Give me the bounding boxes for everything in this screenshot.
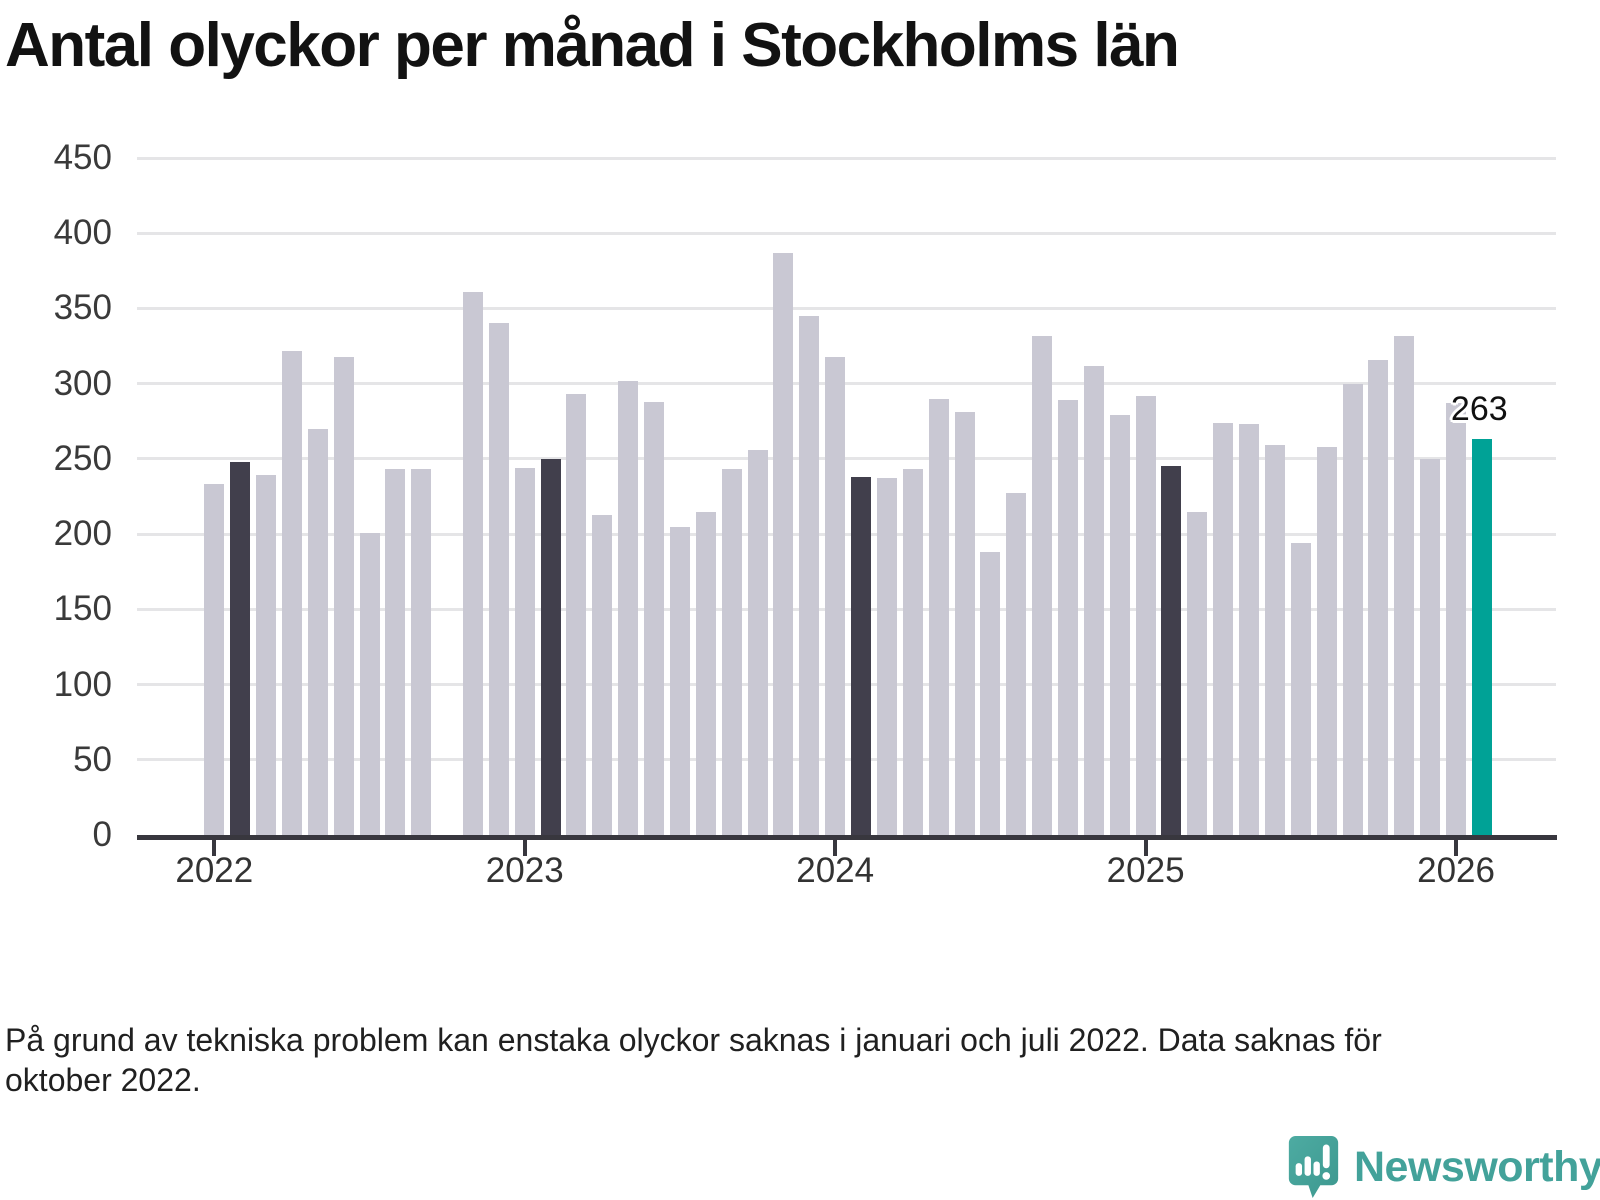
bar-2023-05: [618, 380, 639, 835]
bar-2023-09: [721, 469, 742, 835]
bar-2025-08: [1316, 446, 1337, 835]
newsworthy-speech-bubble-bar-chart-icon: [1288, 1135, 1339, 1199]
gridline-300: [137, 382, 1556, 386]
x-axis-year-label: 2023: [485, 851, 564, 890]
bar-2023-07: [669, 526, 690, 835]
bar-2025-11: [1394, 335, 1415, 835]
bar-2023-01: [514, 467, 535, 835]
brand-name: Newsworthy: [1354, 1142, 1600, 1191]
gridline-250: [137, 457, 1556, 461]
gridline-50: [137, 758, 1556, 762]
x-axis-tick-2024: [833, 840, 838, 856]
bar-2022-08: [385, 469, 406, 835]
bar-2024-12: [1109, 415, 1130, 835]
bar-2026-02: [1471, 439, 1492, 835]
bar-2023-10: [747, 449, 768, 835]
x-axis-year-label: 2022: [175, 851, 254, 890]
x-axis-line: [137, 835, 1557, 840]
y-axis-tick-label: 200: [53, 514, 112, 554]
gridline-450: [137, 156, 1556, 160]
bar-2025-12: [1420, 458, 1441, 835]
y-axis-tick-label: 250: [53, 438, 112, 478]
bar-2025-07: [1290, 543, 1311, 835]
y-axis-tick-label: 100: [53, 664, 112, 704]
bar-2024-11: [1083, 365, 1104, 835]
bar-2024-04: [902, 469, 923, 835]
bar-2023-02: [540, 458, 561, 835]
bar-2025-10: [1368, 359, 1389, 835]
bar-2022-04: [281, 350, 302, 835]
bar-2022-02: [230, 461, 251, 835]
bar-2024-08: [1006, 493, 1027, 835]
bar-2023-11: [773, 252, 794, 835]
bar-2022-01: [204, 484, 225, 835]
footnote-line-1: På grund av tekniska problem kan enstaka…: [5, 1022, 1382, 1058]
bar-2024-06: [954, 412, 975, 835]
bar-2022-11: [463, 291, 483, 835]
bar-2023-03: [566, 394, 587, 835]
bar-2025-05: [1239, 424, 1260, 835]
x-axis-tick-2022: [212, 840, 217, 856]
y-axis-tick-label: 300: [53, 363, 112, 403]
footnote-line-2: oktober 2022.: [5, 1062, 201, 1098]
bar-2025-02: [1161, 466, 1182, 835]
x-axis-year-label: 2024: [796, 851, 875, 890]
x-axis-year-label: 2025: [1106, 851, 1185, 890]
bar-2024-05: [928, 398, 949, 835]
bar-2025-06: [1264, 445, 1285, 835]
bar-2026-01: [1446, 403, 1467, 835]
bar-value-label: 263: [1450, 390, 1508, 429]
brand-logo: Newsworthy: [1288, 1132, 1600, 1200]
bar-2024-09: [1032, 335, 1053, 835]
footnote: På grund av tekniska problem kan enstaka…: [5, 1020, 1535, 1100]
x-axis-year-label: 2026: [1417, 851, 1495, 890]
bar-2025-09: [1342, 383, 1363, 835]
y-axis-tick-label: 0: [92, 815, 112, 854]
gridline-200: [137, 532, 1556, 536]
y-axis-tick-label: 50: [73, 739, 112, 779]
bar-2022-12: [488, 323, 509, 835]
bar-2024-10: [1058, 400, 1078, 835]
bar-2022-03: [256, 475, 277, 835]
y-axis-tick-label: 350: [53, 288, 112, 328]
bar-2023-04: [592, 514, 613, 835]
bar-2025-01: [1135, 395, 1156, 835]
chart-title: Antal olyckor per månad i Stockholms län: [5, 11, 1180, 80]
bar-2023-06: [644, 401, 665, 835]
x-axis-tick-2023: [522, 840, 527, 856]
y-axis-tick-label: 150: [53, 589, 112, 629]
bar-2024-03: [876, 478, 897, 835]
x-axis-tick-2026: [1454, 840, 1459, 856]
gridline-100: [137, 683, 1556, 687]
x-axis-tick-2025: [1143, 840, 1148, 856]
bar-2023-12: [799, 315, 820, 835]
bar-2024-07: [980, 552, 1001, 835]
y-axis-tick-label: 450: [53, 138, 112, 177]
bar-2022-07: [359, 532, 380, 835]
bar-2025-03: [1187, 511, 1208, 835]
gridline-400: [137, 231, 1556, 235]
bar-2024-01: [825, 356, 846, 835]
gridline-350: [137, 306, 1556, 310]
bar-2022-05: [307, 428, 328, 835]
y-axis-tick-label: 400: [53, 213, 112, 253]
gridline-150: [137, 607, 1556, 611]
bar-2023-08: [695, 511, 716, 835]
bar-2022-09: [411, 469, 432, 835]
bar-2025-04: [1213, 422, 1234, 835]
bar-2022-06: [333, 356, 354, 835]
bar-2024-02: [851, 476, 872, 835]
